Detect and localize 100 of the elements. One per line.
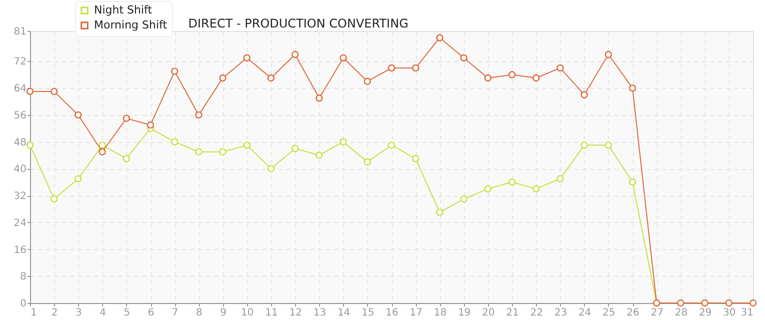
x-tick-label: 17 [410,308,422,318]
point [628,178,636,186]
y-tick-label: 16 [14,244,26,256]
point [26,88,34,96]
point [171,138,178,146]
point [532,185,540,192]
point [388,64,396,72]
point [628,84,636,92]
point [316,152,323,159]
point [460,195,468,202]
point [243,54,250,62]
point [604,50,612,58]
point [412,155,420,162]
point [725,299,732,307]
point [219,74,226,82]
x-tick-label: 2 [51,308,58,318]
point [484,74,492,82]
point [195,111,202,119]
point [508,71,516,78]
x-tick-label: 26 [626,308,640,318]
point [604,142,612,149]
point [677,299,684,307]
y-tick-label: 24 [14,218,26,229]
point [388,142,396,149]
point [195,148,202,156]
point [508,178,516,186]
point [556,175,564,182]
x-tick-label: 29 [698,308,712,318]
y-tick-label: 32 [14,191,26,202]
point [50,88,58,96]
y-tick-label: 81 [14,26,26,38]
x-tick-label: 3 [76,308,82,318]
point [436,208,444,216]
x-tick-label: 4 [100,308,106,318]
x-tick-label: 18 [434,308,447,318]
x-tick-label: 1 [30,308,37,318]
point [98,142,106,149]
point [556,64,564,72]
x-tick-label: 14 [337,308,350,318]
legend-label: Night Shift [94,4,153,16]
x-tick-label: 8 [196,308,202,318]
point [580,91,588,98]
chart-title: DIRECT - PRODUCTION CONVERTING [188,16,408,30]
y-tick-label: 72 [14,56,26,68]
point [412,64,420,72]
x-tick-label: 28 [674,308,688,318]
x-tick-label: 23 [554,308,568,318]
point [316,94,323,102]
x-tick-label: 30 [723,308,736,318]
x-tick-label: 11 [265,308,278,318]
point [26,142,34,149]
legend-label: Morning Shift [94,18,168,32]
point [532,74,540,82]
point [749,299,757,307]
point [340,138,347,146]
x-tick-label: 15 [362,308,374,318]
point [701,299,708,307]
y-tick-label: 48 [14,137,26,148]
x-tick-label: 27 [650,308,664,318]
point [267,74,275,82]
point [243,142,250,149]
x-tick-label: 10 [241,308,254,318]
x-tick-label: 6 [148,308,154,318]
point [98,148,106,156]
x-tick-label: 19 [458,308,471,318]
x-tick-label: 7 [172,308,178,318]
x-tick-label: 31 [740,308,754,318]
point [460,54,468,62]
point [171,68,178,75]
y-tick-label: 64 [14,84,26,95]
x-tick-label: 21 [506,308,519,318]
point [122,155,130,162]
x-tick-label: 16 [386,308,398,318]
x-tick-label: 5 [124,308,130,318]
point [436,34,444,42]
y-tick-label: 0 [20,298,26,310]
x-tick-label: 24 [578,308,592,318]
y-tick-label: 40 [14,164,26,176]
y-tick-label: 8 [20,272,26,283]
x-tick-label: 9 [220,308,226,318]
x-tick-label: 20 [482,308,495,318]
point [364,78,371,85]
point [219,148,226,156]
point [122,114,130,122]
x-tick-label: 13 [313,308,326,318]
point [146,121,154,129]
y-tick-label: 56 [14,110,26,122]
point [74,175,82,182]
x-tick-label: 22 [530,308,543,318]
point [484,185,492,192]
x-tick-label: 25 [602,308,616,318]
point [267,165,275,172]
point [50,195,58,202]
point [364,158,371,166]
point [292,144,299,152]
point [74,111,82,119]
point [340,54,347,62]
point [292,50,299,58]
x-tick-label: 12 [289,308,302,318]
point [580,142,588,149]
